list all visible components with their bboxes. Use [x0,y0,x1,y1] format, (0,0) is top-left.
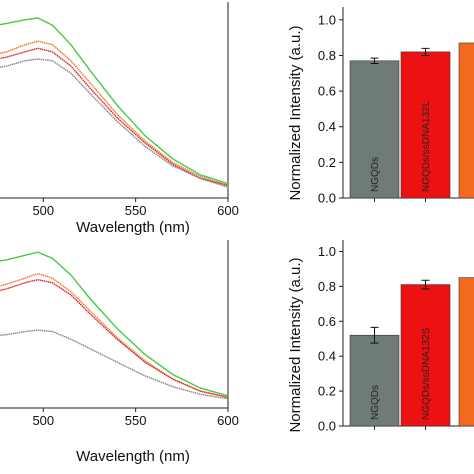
error-bar [421,47,430,56]
bar [458,277,474,427]
spectrum-line [0,251,229,397]
panel-top-right: 0.00.20.40.60.81.0 NGQDs NGQDs/ssDNA132L … [287,7,474,206]
bottom-left-x-ticks: 450500550600 [32,408,239,428]
bar [349,334,400,427]
bar-category-label: NGQDs [370,385,381,420]
error-bar [370,326,379,344]
y-tick-label: 0.8 [318,279,336,294]
spectrum-line [0,17,229,185]
y-tick-label: 0.0 [318,191,336,206]
panel-top-left: 450500550600 Wavelength (nm) [0,2,239,236]
y-tick-label: 0.6 [318,314,336,329]
x-tick-label: 600 [217,413,239,428]
y-tick-label: 0.2 [318,384,336,399]
bottom-left-spectra [0,251,229,400]
spectrum-line [0,278,229,398]
bar [458,42,474,199]
top-left-x-axis-title: Wavelength (nm) [76,219,190,236]
top-left-x-ticks: 450500550600 [32,198,239,218]
bottom-right-bars: NGQDs NGQDs/ssDNA132S [349,277,474,427]
x-tick-label: 500 [32,203,54,218]
error-bar [421,279,430,290]
error-bar [370,57,379,64]
bottom-right-y-axis-title: Normalized Intensity (a.u.) [287,257,304,432]
bar [349,60,400,199]
bottom-left-axis-frame [0,240,229,409]
y-tick-label: 0.4 [318,349,336,364]
y-tick-label: 1.0 [318,12,336,27]
spectrum-line [0,329,229,400]
spectrum-line [0,272,229,398]
y-tick-label: 1.0 [318,244,336,259]
bottom-right-y-ticks: 0.0 0.2 0.4 0.6 0.8 1.0 [318,244,426,434]
y-tick-label: 0.2 [318,155,336,170]
bar [400,51,451,199]
spectrum-line [0,40,229,187]
spectrum-line [0,58,229,188]
y-tick-label: 0.0 [318,419,336,434]
top-left-spectra [0,17,229,188]
y-tick-label: 0.4 [318,119,336,134]
top-right-y-axis-title: Normalized Intensity (a.u.) [287,25,304,200]
y-tick-label: 0.8 [318,48,336,63]
y-tick-label: 0.6 [318,84,336,99]
bar-category-label: NGQDs/ssDNA132S [421,327,432,420]
bar-category-label: NGQDs/ssDNA132L [421,100,432,192]
x-tick-label: 500 [32,413,54,428]
spectrum-line [0,47,229,187]
x-tick-label: 600 [217,203,239,218]
bottom-left-x-axis-title: Wavelength (nm) [76,448,190,465]
panel-bottom-right: 0.00.20.40.60.81.0 NGQDs NGQDs/ssDNA132S … [287,240,474,434]
top-right-bars: NGQDs NGQDs/ssDNA132L [349,42,474,199]
panel-bottom-left: 450500550600 Wavelength (nm) [0,240,239,465]
x-tick-label: 550 [125,203,147,218]
bar [400,284,451,427]
top-left-axis-frame [0,2,229,199]
x-tick-label: 550 [125,413,147,428]
top-right-y-ticks: 0.0 0.2 0.4 0.6 0.8 1.0 [318,12,426,206]
bar-category-label: NGQDs [370,157,381,192]
